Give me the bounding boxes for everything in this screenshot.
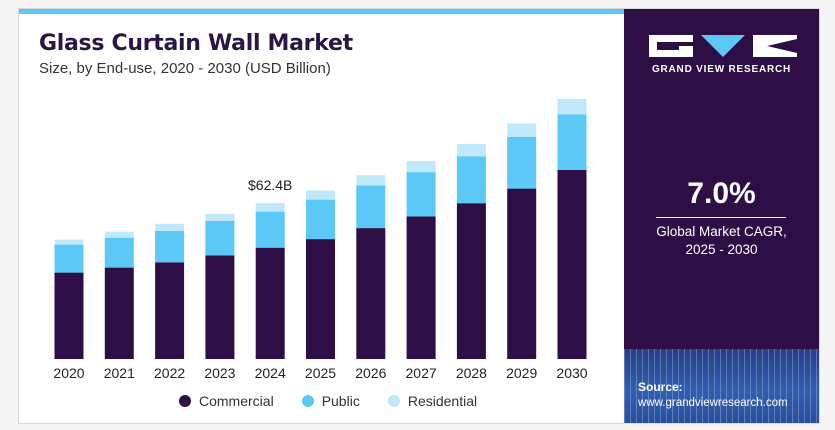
bar-residential-2026 xyxy=(356,175,386,186)
bar-public-2023 xyxy=(205,220,235,256)
bar-commercial-2030 xyxy=(557,170,587,359)
bar-public-2022 xyxy=(155,231,185,263)
brand-name: GRAND VIEW RESEARCH xyxy=(651,64,792,75)
bar-residential-2029 xyxy=(507,123,537,137)
cagr-label-line2: 2025 - 2030 xyxy=(685,242,758,257)
bar-commercial-2020 xyxy=(54,272,84,359)
bar-public-2028 xyxy=(456,156,486,204)
bar-public-2025 xyxy=(306,199,335,240)
accent-stripe xyxy=(19,9,624,14)
chart-title: Glass Curtain Wall Market xyxy=(39,31,353,56)
x-tick-label-2024: 2024 xyxy=(255,365,286,381)
chart-legend: Commercial Public Residential xyxy=(179,393,477,409)
chart-subtitle: Size, by End-use, 2020 - 2030 (USD Billi… xyxy=(39,60,331,77)
bar-public-2027 xyxy=(406,172,436,217)
legend-label-residential: Residential xyxy=(407,393,478,409)
bar-public-2024 xyxy=(255,211,285,248)
x-tick-label-2028: 2028 xyxy=(456,365,487,381)
cagr-value: 7.0% xyxy=(687,177,756,210)
bar-commercial-2022 xyxy=(155,262,185,359)
source-band xyxy=(624,349,819,423)
source-link[interactable]: www.grandviewresearch.com xyxy=(638,397,788,409)
cagr-label: Global Market CAGR, 2025 - 2030 xyxy=(624,223,819,259)
bar-commercial-2025 xyxy=(306,239,335,359)
x-tick-label-2027: 2027 xyxy=(406,365,437,381)
legend-label-public: Public xyxy=(321,393,360,409)
source-pattern xyxy=(624,349,819,423)
x-tick-label-2026: 2026 xyxy=(355,365,386,381)
legend-item-residential: Residential xyxy=(387,393,478,409)
legend-label-commercial: Commercial xyxy=(199,393,274,409)
x-tick-label-2021: 2021 xyxy=(104,365,135,381)
x-tick-label-2020: 2020 xyxy=(53,365,84,381)
bar-residential-2021 xyxy=(104,231,134,238)
bar-commercial-2024 xyxy=(255,247,285,359)
bar-residential-2020 xyxy=(54,239,84,245)
bar-commercial-2021 xyxy=(104,267,134,359)
data-label-2024: $62.4B xyxy=(248,177,292,193)
bar-public-2030 xyxy=(557,114,587,170)
bar-commercial-2028 xyxy=(456,203,486,359)
cagr-divider xyxy=(656,217,786,218)
bar-chart: 2020 2021 2022 2023 2024 $62.4B 2025 2026 2027 20… xyxy=(53,98,588,381)
bar-residential-2030 xyxy=(557,98,587,115)
cagr-label-line1: Global Market CAGR, xyxy=(656,224,787,239)
x-tick-label-2030: 2030 xyxy=(556,365,587,381)
chart-card: Glass Curtain Wall Market Size, by End-u… xyxy=(18,8,820,424)
bar-commercial-2023 xyxy=(205,255,235,359)
bar-public-2029 xyxy=(507,136,537,189)
legend-swatch-residential xyxy=(387,395,400,407)
legend-swatch-public xyxy=(301,395,314,407)
bar-public-2026 xyxy=(356,185,386,229)
bar-public-2021 xyxy=(104,237,134,268)
side-panel: GRAND VIEW RESEARCH 7.0% Global Market C… xyxy=(624,9,819,423)
bar-residential-2027 xyxy=(406,160,436,173)
bar-residential-2022 xyxy=(155,223,185,231)
x-tick-label-2029: 2029 xyxy=(506,365,537,381)
grand-view-research-logo xyxy=(649,35,797,57)
bar-public-2020 xyxy=(54,244,84,273)
x-tick-label-2025: 2025 xyxy=(305,365,336,381)
legend-swatch-commercial xyxy=(179,395,191,407)
bar-residential-2028 xyxy=(456,143,486,157)
bar-residential-2025 xyxy=(306,190,335,200)
x-tick-label-2023: 2023 xyxy=(204,365,235,381)
legend-item-commercial: Commercial xyxy=(179,393,274,409)
legend-item-public: Public xyxy=(301,393,360,409)
bar-residential-2024 xyxy=(255,203,285,212)
source-label: Source: xyxy=(638,380,683,394)
bar-residential-2023 xyxy=(205,213,235,221)
bar-commercial-2026 xyxy=(356,228,386,359)
bar-commercial-2029 xyxy=(507,188,537,359)
bar-commercial-2027 xyxy=(406,216,436,359)
x-tick-label-2022: 2022 xyxy=(154,365,185,381)
